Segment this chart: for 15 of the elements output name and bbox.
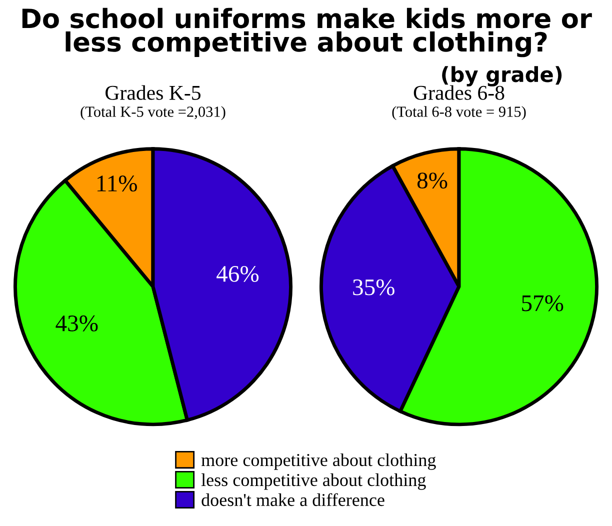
data-label: 57% [522,295,564,312]
data-label: 35% [353,279,394,296]
chart-title: Grades K-5 [106,85,200,100]
chart-subtitle: (Total K-5 vote =2,031) [80,106,226,120]
data-label: 11% [97,176,137,192]
text: (by grade) [442,66,562,86]
legend-label: more competitive about clothing [201,453,436,470]
legend-label: doesn't make a difference [202,493,384,506]
legend-label: less competitive about clothing [201,473,426,490]
data-label: 8% [417,172,448,189]
chart-subtitle: (Total 6-8 vote = 915) [392,106,526,120]
data-label: 43% [56,315,98,332]
data-label: 46% [216,266,259,282]
chart-title: Grades 6-8 [414,85,504,100]
text: Do school uniforms make kids more or less competitive about clothing? [22,8,592,58]
